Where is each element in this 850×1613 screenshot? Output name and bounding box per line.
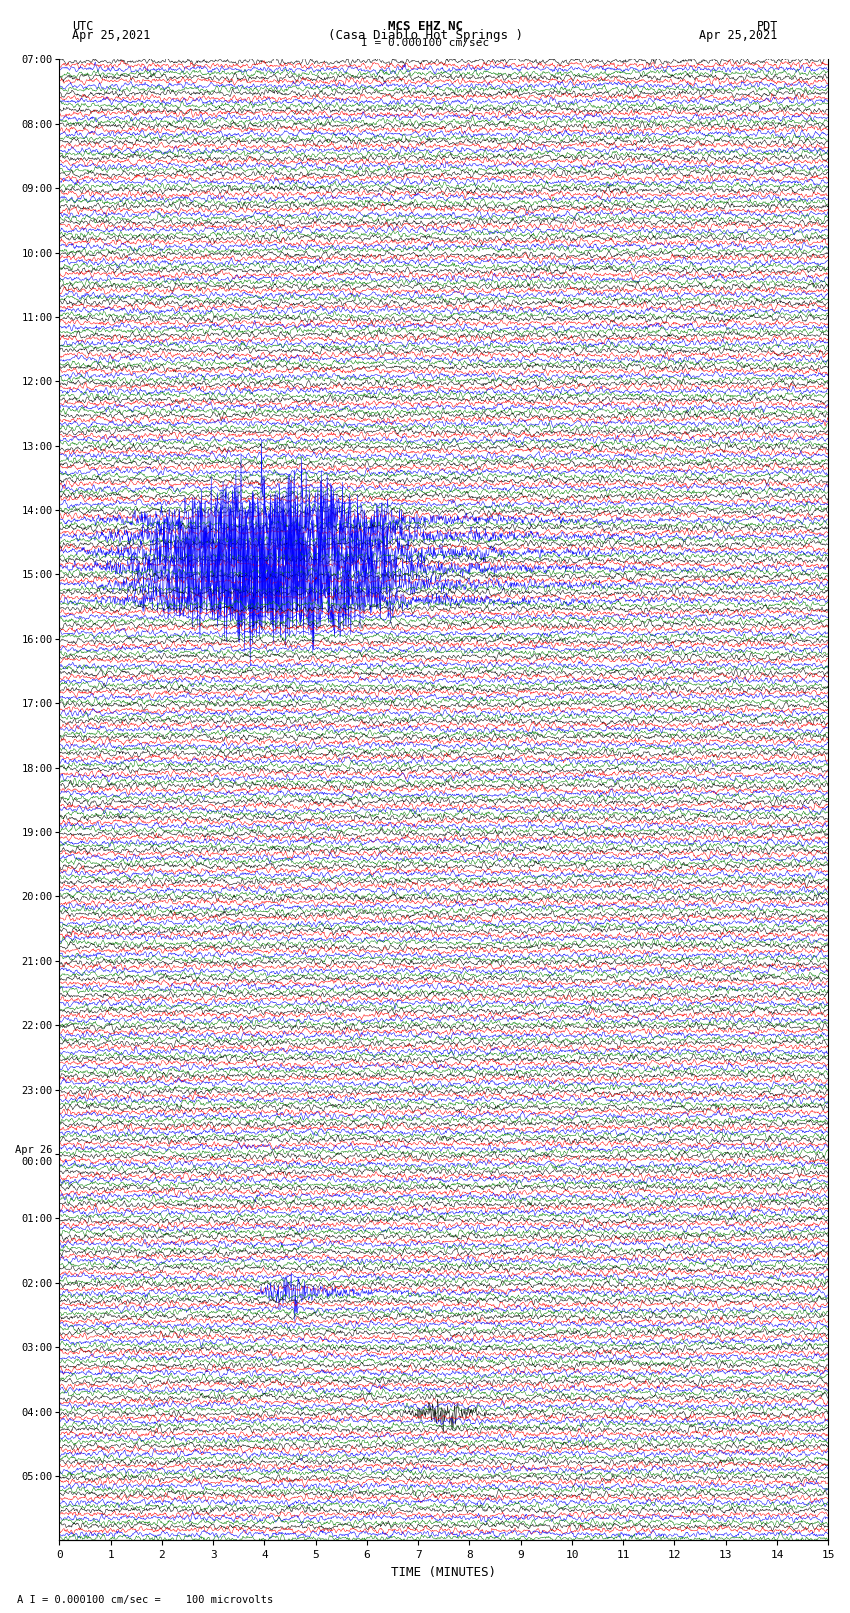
Text: (Casa Diablo Hot Springs ): (Casa Diablo Hot Springs ) (327, 29, 523, 42)
Text: Apr 25,2021: Apr 25,2021 (700, 29, 778, 42)
Text: Apr 25,2021: Apr 25,2021 (72, 29, 150, 42)
X-axis label: TIME (MINUTES): TIME (MINUTES) (391, 1566, 496, 1579)
Text: A I = 0.000100 cm/sec =    100 microvolts: A I = 0.000100 cm/sec = 100 microvolts (17, 1595, 273, 1605)
Text: UTC: UTC (72, 19, 94, 34)
Text: I = 0.000100 cm/sec: I = 0.000100 cm/sec (361, 37, 489, 48)
Text: PDT: PDT (756, 19, 778, 34)
Text: MCS EHZ NC: MCS EHZ NC (388, 19, 462, 34)
